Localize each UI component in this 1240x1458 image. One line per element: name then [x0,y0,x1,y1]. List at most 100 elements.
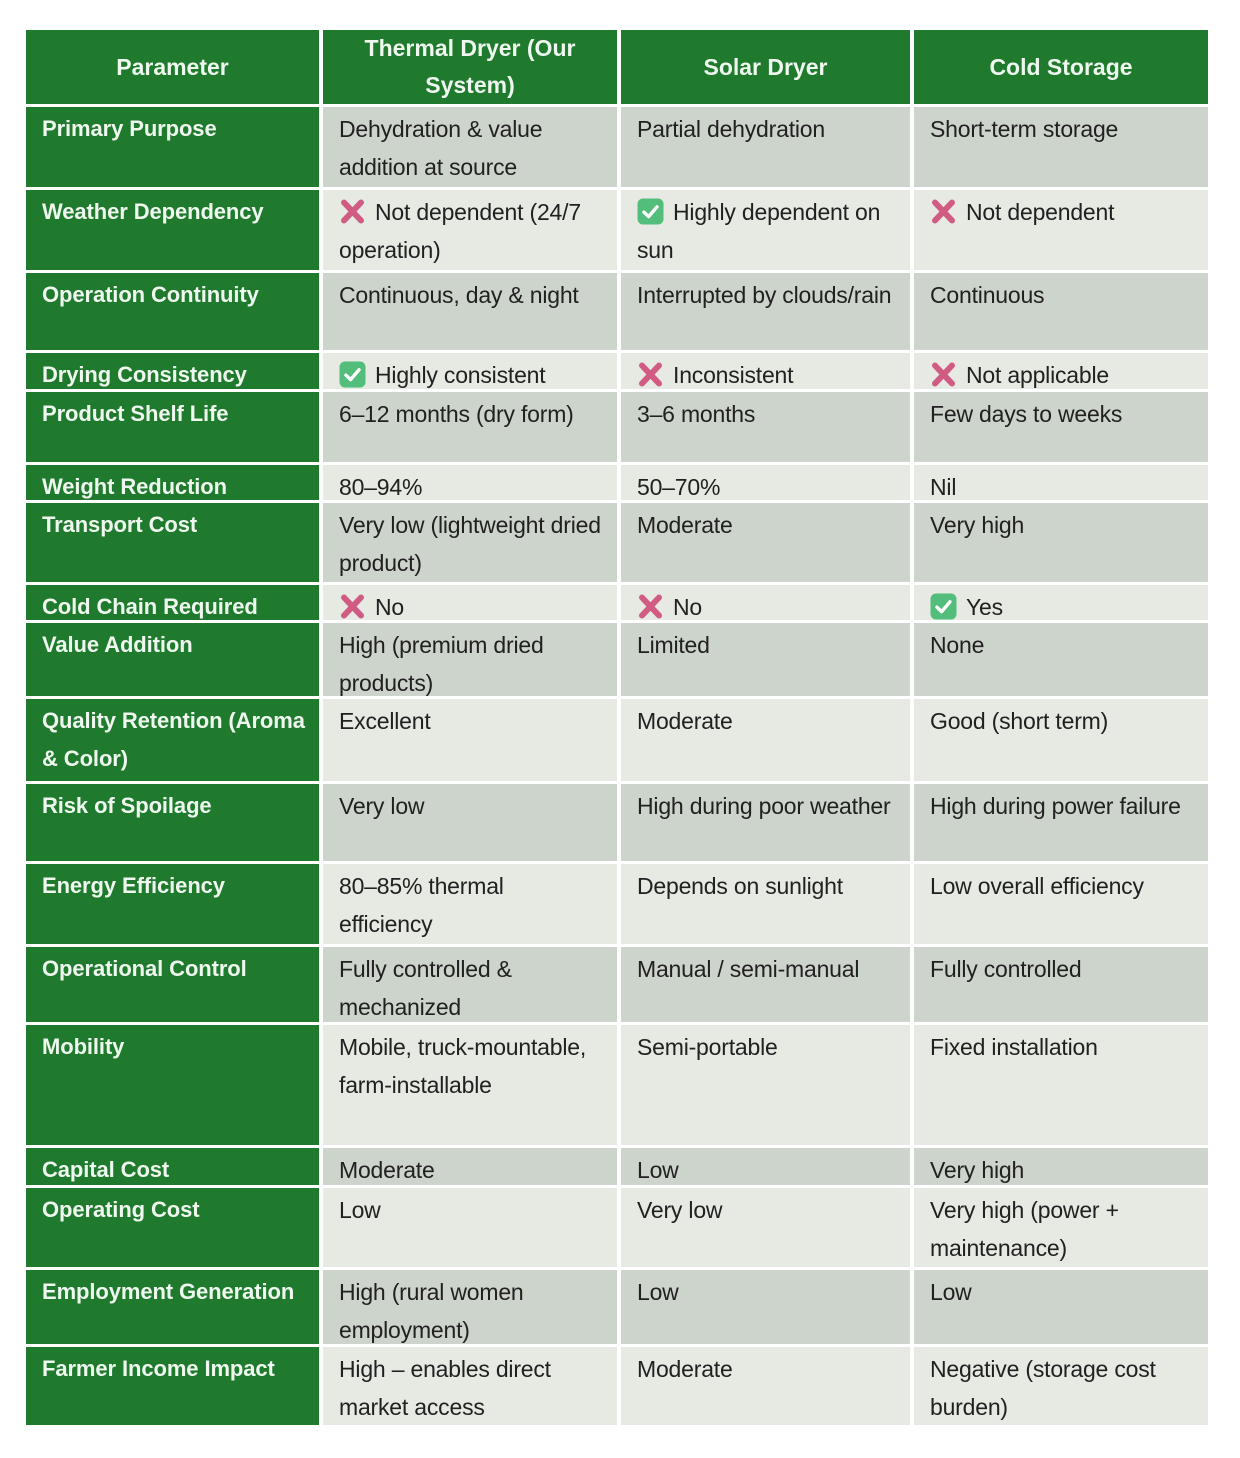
value-cell: None [914,623,1208,696]
parameter-cell-product-shelf-life: Product Shelf Life [26,392,319,462]
parameter-label: Primary Purpose [42,116,217,141]
cell-text: High – enables direct market access [339,1356,551,1420]
column-header-label: Cold Storage [989,53,1133,80]
value-cell: Fixed installation [914,1025,1208,1145]
value-cell: 80–94% [323,465,617,500]
parameter-label: Risk of Spoilage [42,793,212,818]
parameter-label: Drying Consistency [42,362,247,387]
cell-text: Moderate [339,1157,435,1183]
value-cell: Inconsistent [621,353,910,389]
cell-text: No [673,594,703,620]
cell-text: Low overall efficiency [930,873,1144,899]
value-cell: Fully controlled [914,947,1208,1022]
parameter-label: Operation Continuity [42,282,259,307]
value-cell: Manual / semi-manual [621,947,910,1022]
cell-text: Excellent [339,708,431,734]
parameter-cell-drying-consistency: Drying Consistency [26,353,319,389]
cell-text: High during poor weather [637,793,891,819]
parameter-cell-operational-control: Operational Control [26,947,319,1022]
value-cell: Short-term storage [914,107,1208,187]
value-cell: Moderate [323,1148,617,1185]
value-cell: Highly dependent on sun [621,190,910,270]
checkmark-icon [637,198,664,225]
cell-text: 6–12 months (dry form) [339,401,574,427]
value-cell: Moderate [621,699,910,781]
value-cell: Moderate [621,1347,910,1425]
cell-text: High during power failure [930,793,1181,819]
parameter-cell-risk-of-spoilage: Risk of Spoilage [26,784,319,861]
cell-text: Very high (power + maintenance) [930,1197,1119,1261]
cell-text: Moderate [637,512,733,538]
cell-text: High (rural women employment) [339,1279,524,1343]
cell-text: Low [930,1279,972,1305]
parameter-cell-energy-efficiency: Energy Efficiency [26,864,319,944]
parameter-label: Transport Cost [42,512,198,537]
parameter-cell-quality-retention-aroma-color: Quality Retention (Aroma & Color) [26,699,319,781]
value-cell: Moderate [621,503,910,582]
cell-text: Nil [930,474,957,500]
parameter-cell-employment-generation: Employment Generation [26,1270,319,1344]
value-cell: 3–6 months [621,392,910,462]
value-cell: No [621,585,910,620]
cell-text: Very low (lightweight dried product) [339,512,601,576]
parameter-label: Employment Generation [42,1279,295,1304]
parameter-label: Farmer Income Impact [42,1356,275,1381]
parameter-cell-value-addition: Value Addition [26,623,319,696]
value-cell: Not dependent [914,190,1208,270]
cell-text: Not dependent [966,199,1115,225]
cell-text: Limited [637,632,710,658]
value-cell: Continuous, day & night [323,273,617,350]
cell-text: None [930,632,985,658]
cell-text: 80–85% thermal efficiency [339,873,504,937]
cell-text: Manual / semi-manual [637,956,860,982]
cross-icon [930,198,957,225]
value-cell: Low overall efficiency [914,864,1208,944]
comparison-table: Parameter Thermal Dryer (Our System) Solar… [26,30,1208,1425]
value-cell: Semi-portable [621,1025,910,1145]
cell-text: Fixed installation [930,1034,1098,1060]
value-cell: Continuous [914,273,1208,350]
cell-text: Fully controlled [930,956,1082,982]
value-cell: High during poor weather [621,784,910,861]
value-cell: No [323,585,617,620]
cell-text: Highly dependent on sun [637,199,881,263]
parameter-label: Weather Dependency [42,199,264,224]
value-cell: Excellent [323,699,617,781]
parameter-label: Product Shelf Life [42,401,229,426]
cell-text: High (premium dried products) [339,632,544,696]
cell-text: Semi-portable [637,1034,778,1060]
column-header-label: Parameter [116,53,229,80]
value-cell: Depends on sunlight [621,864,910,944]
value-cell: Low [621,1270,910,1344]
value-cell: Very high (power + maintenance) [914,1188,1208,1267]
value-cell: High (rural women employment) [323,1270,617,1344]
cell-text: Mobile, truck-mountable, farm-installabl… [339,1034,587,1098]
cell-text: Short-term storage [930,116,1119,142]
cell-text: Good (short term) [930,708,1109,734]
cell-text: 50–70% [637,474,721,500]
value-cell: Highly consistent [323,353,617,389]
cross-icon [637,361,664,388]
parameter-cell-mobility: Mobility [26,1025,319,1145]
parameter-label: Quality Retention (Aroma & Color) [42,708,305,771]
value-cell: Very low [323,784,617,861]
cell-text: Interrupted by clouds/rain [637,282,892,308]
value-cell: Fully controlled & mechanized [323,947,617,1022]
value-cell: High – enables direct market access [323,1347,617,1425]
column-header-parameter: Parameter [26,30,319,104]
cell-text: Low [339,1197,381,1223]
parameter-label: Cold Chain Required [42,594,258,619]
cell-text: Fully controlled & mechanized [339,956,512,1020]
parameter-cell-weather-dependency: Weather Dependency [26,190,319,270]
cell-text: 80–94% [339,474,423,500]
cell-text: Depends on sunlight [637,873,843,899]
value-cell: Low [914,1270,1208,1344]
cell-text: Moderate [637,708,733,734]
column-header-solar-dryer: Solar Dryer [621,30,910,104]
value-cell: Interrupted by clouds/rain [621,273,910,350]
parameter-label: Energy Efficiency [42,873,225,898]
cell-text: Negative (storage cost burden) [930,1356,1156,1420]
cell-text: Few days to weeks [930,401,1123,427]
cell-text: Very high [930,512,1025,538]
